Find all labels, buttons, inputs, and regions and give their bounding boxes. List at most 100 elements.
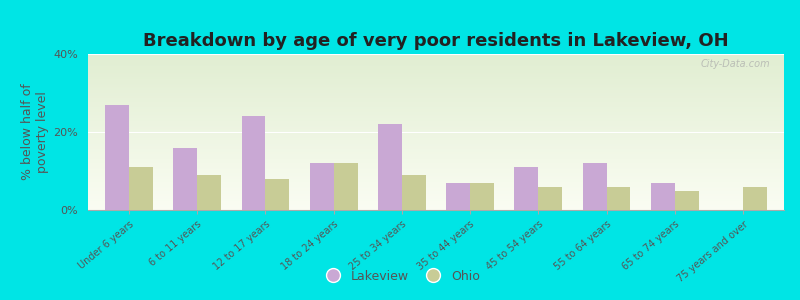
Bar	[129, 167, 153, 210]
Bar	[88, 143, 784, 145]
Bar	[88, 188, 784, 190]
Bar	[88, 63, 784, 65]
Bar	[88, 87, 784, 88]
Bar	[470, 183, 494, 210]
Bar	[88, 79, 784, 80]
Bar	[174, 148, 197, 210]
Bar	[88, 191, 784, 193]
Bar	[88, 176, 784, 177]
Bar	[88, 152, 784, 154]
Bar	[378, 124, 402, 210]
Bar	[88, 149, 784, 151]
Bar	[88, 130, 784, 132]
Bar	[88, 141, 784, 143]
Bar	[88, 101, 784, 102]
Bar	[88, 196, 784, 197]
Bar	[88, 93, 784, 94]
Bar	[88, 194, 784, 196]
Y-axis label: % below half of
poverty level: % below half of poverty level	[22, 84, 50, 180]
Bar	[105, 105, 129, 210]
Bar	[88, 107, 784, 109]
Bar	[402, 175, 426, 210]
Title: Breakdown by age of very poor residents in Lakeview, OH: Breakdown by age of very poor residents …	[143, 32, 729, 50]
Bar	[88, 166, 784, 168]
Bar	[88, 138, 784, 140]
Bar	[88, 57, 784, 59]
Bar	[88, 163, 784, 165]
Bar	[88, 54, 784, 56]
Bar	[334, 163, 358, 210]
Bar	[743, 187, 767, 210]
Bar	[88, 155, 784, 157]
Bar	[88, 202, 784, 204]
Bar	[88, 116, 784, 118]
Bar	[88, 98, 784, 99]
Bar	[88, 171, 784, 172]
Bar	[88, 67, 784, 68]
Bar	[88, 102, 784, 104]
Bar	[88, 129, 784, 130]
Bar	[88, 118, 784, 119]
Bar	[88, 197, 784, 199]
Bar	[88, 160, 784, 162]
Bar	[88, 135, 784, 137]
Bar	[88, 158, 784, 160]
Bar	[88, 92, 784, 93]
Bar	[88, 207, 784, 208]
Bar	[88, 74, 784, 76]
Bar	[88, 68, 784, 70]
Bar	[88, 204, 784, 205]
Bar	[514, 167, 538, 210]
Bar	[88, 154, 784, 155]
Bar	[88, 132, 784, 134]
Bar	[88, 109, 784, 110]
Bar	[88, 113, 784, 115]
Bar	[88, 148, 784, 149]
Bar	[88, 174, 784, 176]
Bar	[88, 137, 784, 138]
Bar	[88, 145, 784, 146]
Bar	[88, 172, 784, 174]
Bar	[197, 175, 221, 210]
Bar	[88, 88, 784, 90]
Bar	[88, 121, 784, 123]
Bar	[88, 182, 784, 184]
Bar	[88, 84, 784, 85]
Bar	[88, 193, 784, 194]
Bar	[538, 187, 562, 210]
Bar	[88, 65, 784, 67]
Bar	[88, 60, 784, 62]
Bar	[88, 62, 784, 63]
Bar	[88, 162, 784, 163]
Bar	[88, 70, 784, 71]
Bar	[88, 134, 784, 135]
Bar	[446, 183, 470, 210]
Bar	[88, 115, 784, 116]
Bar	[88, 185, 784, 187]
Bar	[88, 190, 784, 191]
Bar	[606, 187, 630, 210]
Bar	[88, 140, 784, 141]
Bar	[88, 126, 784, 127]
Bar	[88, 179, 784, 180]
Bar	[88, 177, 784, 179]
Bar	[88, 184, 784, 185]
Bar	[88, 168, 784, 170]
Bar	[266, 179, 290, 210]
Bar	[88, 123, 784, 124]
Bar	[88, 85, 784, 87]
Bar	[310, 163, 334, 210]
Legend: Lakeview, Ohio: Lakeview, Ohio	[315, 265, 485, 288]
Bar	[88, 110, 784, 112]
Bar	[88, 208, 784, 210]
Bar	[88, 56, 784, 57]
Bar	[88, 80, 784, 82]
Bar	[88, 73, 784, 74]
Bar	[88, 199, 784, 201]
Bar	[88, 90, 784, 92]
Text: City-Data.com: City-Data.com	[701, 59, 770, 69]
Bar	[88, 124, 784, 126]
Bar	[88, 76, 784, 77]
Bar	[88, 106, 784, 107]
Bar	[88, 180, 784, 182]
